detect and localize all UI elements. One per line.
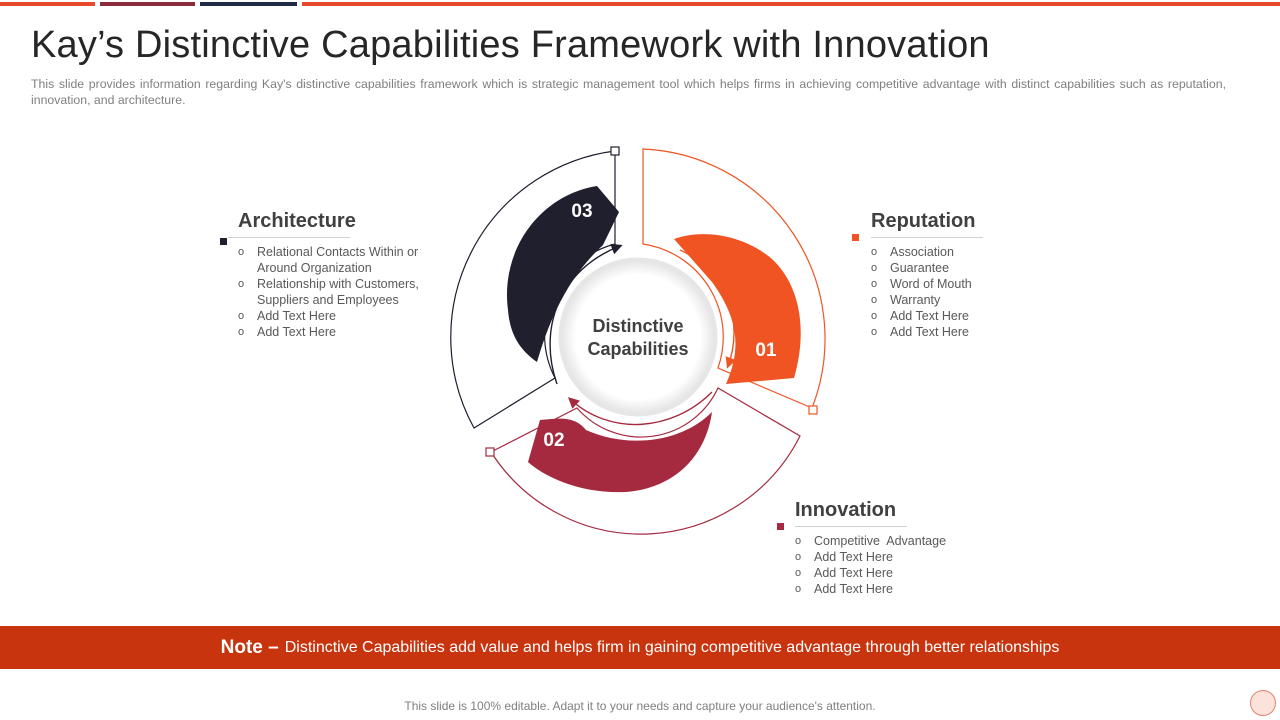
reputation-heading: Reputation — [871, 210, 976, 232]
list-item: o Add Text Here — [238, 309, 336, 323]
segment-02 — [528, 412, 712, 493]
bullet-icon: o — [871, 310, 878, 322]
list-item: o Word of Mouth — [871, 277, 972, 291]
architecture-rule — [228, 237, 350, 238]
bullet-icon: o — [871, 294, 878, 306]
reputation-block: Reputation o Association o Guarantee o Word… — [852, 210, 1031, 340]
list-item: o Guarantee — [871, 261, 950, 275]
bullet-icon: o — [238, 246, 245, 258]
corner-circle-icon — [1250, 690, 1276, 716]
slide-subtitle: This slide provides information regardin… — [31, 77, 1226, 107]
list-item: o Warranty — [871, 293, 941, 307]
segment-number-01: 01 — [755, 340, 777, 361]
architecture-heading: Architecture — [238, 210, 356, 232]
list-item: o Relationship with Customers, Suppliers … — [238, 277, 419, 307]
reputation-list: o Association o Guarantee o Word of Mouth o… — [871, 244, 1031, 340]
bullet-icon: o — [795, 567, 802, 579]
bullet-icon: o — [871, 246, 878, 258]
center-circle — [558, 257, 718, 417]
list-item: o Association — [871, 245, 954, 259]
list-item: o Relational Contacts Within or Around Or… — [238, 245, 419, 275]
note-label: Note – — [220, 636, 279, 658]
arrow-navy — [549, 243, 623, 385]
innovation-rule — [795, 526, 907, 527]
innovation-heading: Innovation — [795, 499, 897, 521]
bullet-icon: o — [795, 551, 802, 563]
center-label-line2: Capabilities — [587, 339, 688, 359]
innovation-block: Innovation o Competitive Advantage o Add T… — [777, 499, 975, 597]
list-item: o Add Text Here — [795, 566, 893, 580]
outline-innovation — [490, 387, 801, 535]
arrow-crimson — [567, 391, 713, 426]
list-item: o Add Text Here — [871, 309, 969, 323]
bullet-icon: o — [238, 326, 245, 338]
note-text: Distinctive Capabilities add value and h… — [284, 638, 1060, 656]
accent-bar-2 — [100, 2, 195, 6]
bullet-icon: o — [795, 583, 802, 595]
segment-03 — [506, 186, 619, 362]
bullet-icon: o — [795, 535, 802, 547]
accent-bar-4 — [302, 2, 1280, 6]
connector-square-right — [808, 405, 818, 415]
footer-text: This slide is 100% editable. Adapt it to… — [404, 699, 876, 713]
reputation-rule — [871, 237, 983, 238]
connector-square-left — [485, 447, 495, 457]
architecture-marker — [220, 238, 227, 245]
bullet-icon: o — [871, 278, 878, 290]
bullet-icon: o — [238, 310, 245, 322]
list-item: o Add Text Here — [795, 582, 893, 596]
segment-number-02: 02 — [543, 430, 564, 451]
center-label-line1: Distinctive — [592, 316, 683, 336]
list-item: o Add Text Here — [795, 550, 893, 564]
architecture-list: o Relational Contacts Within or Around Or… — [238, 244, 438, 340]
accent-bar-1 — [0, 2, 95, 6]
outline-reputation — [642, 148, 826, 409]
list-item: o Add Text Here — [871, 325, 969, 339]
slide-title: Kay’s Distinctive Capabilities Framework… — [31, 24, 990, 66]
list-item: o Add Text Here — [238, 325, 336, 339]
note-bar: Note – Distinctive Capabilities add valu… — [0, 626, 1280, 669]
bullet-icon: o — [238, 278, 245, 290]
reputation-marker — [852, 234, 859, 241]
arrow-orange — [679, 249, 737, 369]
bullet-icon: o — [871, 326, 878, 338]
innovation-marker — [777, 523, 784, 530]
segment-01 — [674, 234, 801, 384]
list-item: o Competitive Advantage — [795, 534, 947, 548]
connector-square-top — [610, 146, 620, 156]
accent-bar-3 — [200, 2, 297, 6]
segment-number-03: 03 — [571, 201, 592, 222]
architecture-block: Architecture o Relational Contacts Within… — [220, 210, 438, 340]
bullet-icon: o — [871, 262, 878, 274]
